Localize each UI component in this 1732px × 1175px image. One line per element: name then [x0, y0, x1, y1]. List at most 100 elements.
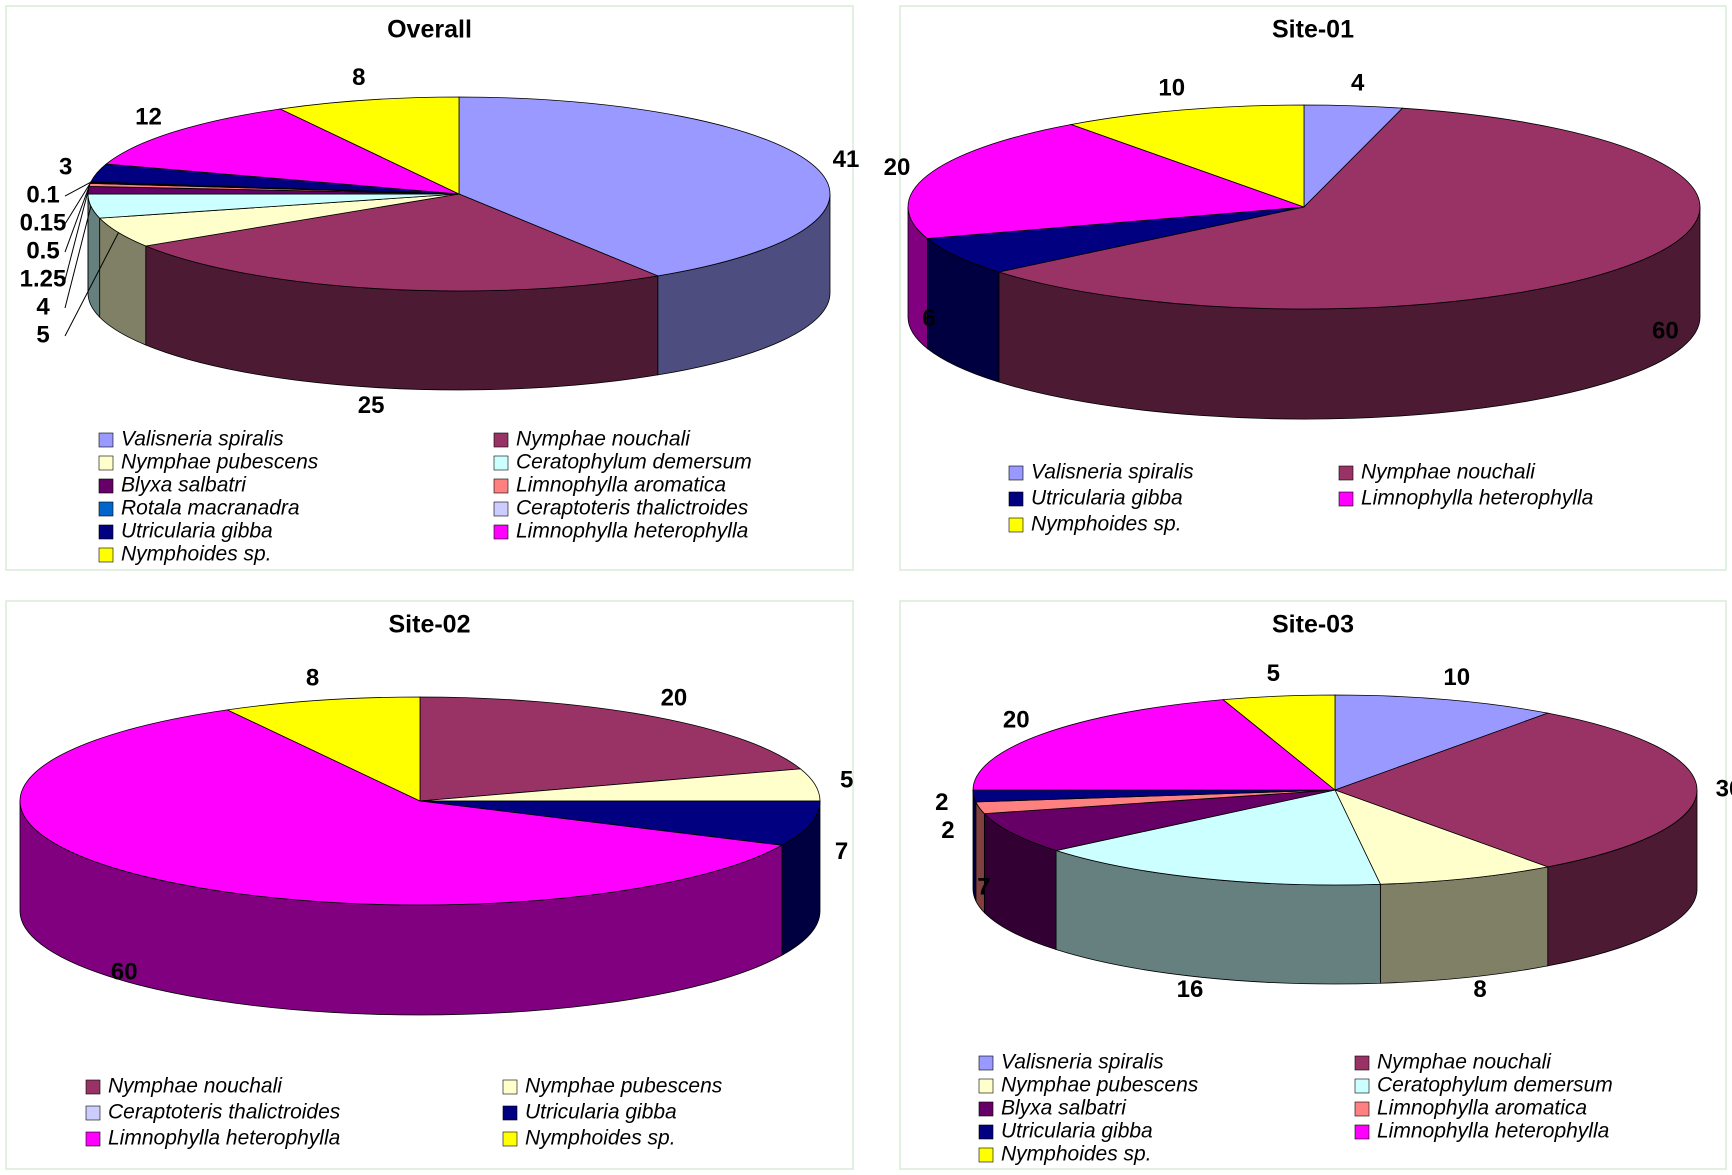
data-label: 30	[1716, 775, 1732, 802]
legend-swatch	[978, 1101, 994, 1117]
legend-swatch	[85, 1105, 101, 1121]
legend-label: Utricularia gibba	[525, 1101, 677, 1124]
legend-label: Nymphoides sp.	[1031, 513, 1182, 536]
legend-swatch	[493, 524, 509, 540]
legend-swatch	[98, 455, 114, 471]
legend-swatch	[493, 432, 509, 448]
legend-label: Nymphae pubescens	[1001, 1074, 1199, 1097]
data-label: 4	[36, 293, 50, 320]
slice	[278, 96, 460, 195]
slice	[1054, 789, 1381, 886]
slice	[458, 96, 831, 277]
legend-label: Nymphoides sp.	[525, 1127, 676, 1150]
slice-side	[1379, 866, 1549, 984]
slice	[1333, 712, 1698, 868]
chart-title: Overall	[387, 16, 472, 44]
legend-swatch	[493, 478, 509, 494]
leader-line	[64, 206, 92, 309]
data-label: 60	[1652, 318, 1679, 345]
data-label: 10	[1443, 664, 1470, 691]
pie-chart: Site-02 20 5 7 60 8 Nymphae nouchali Nymphae pu…	[5, 600, 854, 1170]
data-label: 20	[1003, 707, 1030, 734]
data-label: 2	[941, 817, 954, 844]
data-label: 12	[135, 103, 162, 130]
legend-swatch	[98, 478, 114, 494]
legend-swatch	[98, 547, 114, 563]
legend-swatch	[98, 524, 114, 540]
data-label: 2	[935, 789, 948, 816]
legend-swatch	[1008, 517, 1024, 533]
data-label: 10	[1158, 74, 1185, 101]
legend-swatch	[493, 501, 509, 517]
slice	[1069, 104, 1305, 208]
data-label: 1.25	[20, 265, 67, 292]
slice	[926, 206, 1305, 273]
slice-side	[972, 789, 977, 902]
chart-title: Site-03	[1272, 611, 1354, 639]
data-label: 8	[306, 664, 319, 691]
legend-label: Ceraptoteris thalictroides	[516, 497, 749, 520]
legend-swatch	[1338, 491, 1354, 507]
legend-label: Blyxa salbatri	[1001, 1097, 1127, 1120]
data-label: 5	[1267, 660, 1280, 687]
legend-label: Ceratophylum demersum	[1377, 1074, 1613, 1097]
slice	[105, 108, 460, 195]
legend-swatch	[978, 1147, 994, 1163]
leader-line	[64, 182, 91, 225]
legend-swatch	[502, 1131, 518, 1147]
legend-label: Nymphae nouchali	[1377, 1051, 1552, 1074]
pie-chart: Overall 41 25 541.250.50.150.13 12 8 Valisneri…	[5, 5, 859, 571]
slice	[225, 696, 421, 802]
chart-title: Site-02	[389, 611, 471, 639]
legend-swatch	[502, 1079, 518, 1095]
legend-label: Valisneria spiralis	[1001, 1051, 1164, 1074]
legend-label: Nymphae nouchali	[516, 428, 691, 451]
data-label: 0.5	[26, 237, 59, 264]
slice	[419, 696, 802, 802]
legend-swatch	[98, 501, 114, 517]
data-label: 0.1	[26, 181, 59, 208]
legend-label: Utricularia gibba	[121, 520, 273, 543]
legend-label: Nymphoides sp.	[121, 543, 272, 566]
pie-chart: Site-01 4 60 6 20 10 Valisneria spiralis Nympha…	[884, 5, 1727, 571]
slice	[972, 699, 1337, 791]
legend-label: Limnophylla heterophylla	[108, 1127, 340, 1150]
legend-label: Nymphoides sp.	[1001, 1143, 1152, 1166]
data-label: 0.15	[20, 209, 67, 236]
legend-swatch	[978, 1078, 994, 1094]
leader-line	[64, 232, 119, 337]
data-label: 5	[840, 767, 853, 794]
legend-label: Limnophylla heterophylla	[1361, 487, 1593, 510]
slice	[907, 124, 1305, 239]
legend-label: Nymphae pubescens	[121, 451, 319, 474]
legend-swatch	[1354, 1124, 1370, 1140]
legend-swatch	[978, 1055, 994, 1071]
slice	[1334, 694, 1550, 791]
chart-title: Site-01	[1272, 16, 1354, 44]
data-label: 25	[358, 392, 385, 419]
legend-swatch	[1008, 465, 1024, 481]
pie-chart: Site-031030816722205Valisneria spiralisN…	[899, 600, 1732, 1170]
legend-label: Limnophylla heterophylla	[1377, 1120, 1609, 1143]
legend-swatch	[1338, 465, 1354, 481]
data-label: 20	[661, 684, 688, 711]
legend-swatch	[98, 432, 114, 448]
legend-label: Utricularia gibba	[1031, 487, 1183, 510]
legend-label: Nymphae nouchali	[108, 1075, 283, 1098]
legend-swatch	[978, 1124, 994, 1140]
data-label: 6	[922, 305, 935, 332]
legend-label: Ceraptoteris thalictroides	[108, 1101, 341, 1124]
leader-line	[64, 181, 92, 197]
legend-swatch	[1354, 1055, 1370, 1071]
legend-label: Valisneria spiralis	[1031, 461, 1194, 484]
data-label: 60	[111, 958, 138, 985]
data-label: 7	[977, 873, 990, 900]
data-label: 20	[884, 154, 911, 181]
legend-label: Limnophylla heterophylla	[516, 520, 748, 543]
data-label: 5	[36, 321, 49, 348]
legend-label: Ceratophylum demersum	[516, 451, 752, 474]
slice	[997, 107, 1701, 310]
legend-label: Utricularia gibba	[1001, 1120, 1153, 1143]
slice	[983, 789, 1336, 851]
